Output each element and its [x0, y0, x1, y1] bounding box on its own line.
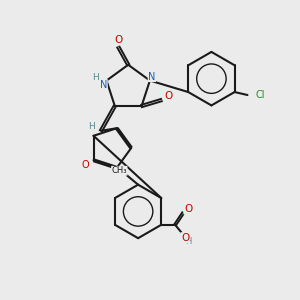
Text: Cl: Cl — [255, 90, 265, 100]
Text: H: H — [92, 73, 99, 82]
Text: O: O — [164, 91, 172, 101]
Text: CH₃: CH₃ — [112, 166, 127, 175]
Text: N: N — [148, 72, 155, 82]
Text: H: H — [88, 122, 94, 131]
Text: N: N — [100, 80, 107, 89]
Text: O: O — [82, 160, 89, 170]
Text: O: O — [114, 35, 122, 45]
Text: H: H — [185, 237, 191, 246]
Text: O: O — [184, 204, 192, 214]
Text: O: O — [181, 233, 189, 243]
